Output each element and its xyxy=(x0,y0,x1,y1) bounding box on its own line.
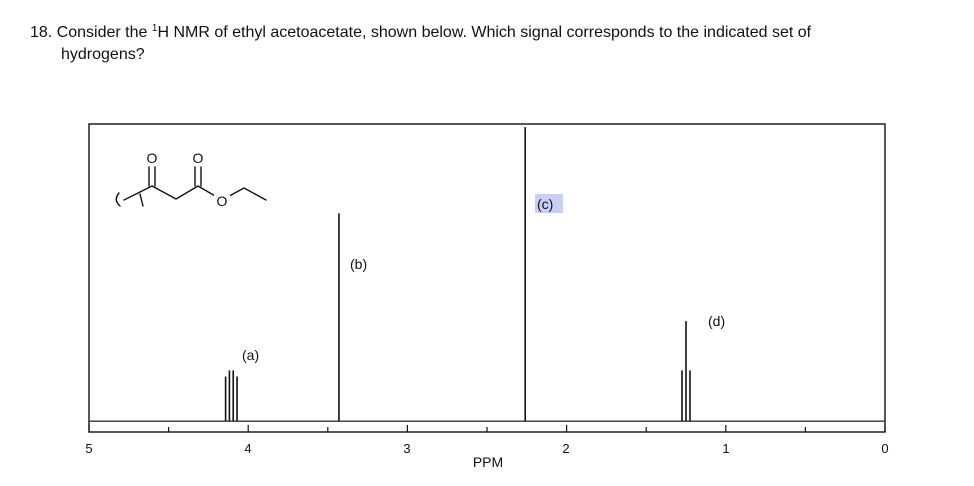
question-line-2: hydrogens? xyxy=(61,46,145,63)
superscript-one: 1 xyxy=(151,23,158,34)
ester-carbonyl-oxygen: O xyxy=(193,150,204,166)
tick-label-4: 4 xyxy=(244,441,251,456)
carbon-chain xyxy=(123,185,267,201)
ethyl-acetoacetate-structure xyxy=(115,166,267,207)
tick-label-2: 2 xyxy=(562,441,569,456)
signal-label-b: (b) xyxy=(350,256,367,272)
ketone-oxygen: O xyxy=(147,150,158,166)
ester-oxygen-mask xyxy=(214,193,230,208)
ester-oxygen: O xyxy=(217,193,228,209)
plot-frame xyxy=(88,123,886,433)
spectrum-trace xyxy=(89,127,885,422)
indicated-hydrogen-bracket xyxy=(115,192,121,207)
tick-label-0: 0 xyxy=(881,441,888,456)
tick-label-3: 3 xyxy=(403,441,410,456)
question-text-end: H NMR of ethyl acetoacetate, shown below… xyxy=(157,24,812,41)
question-text: 18. Consider the 1H NMR of ethyl acetoac… xyxy=(30,22,950,66)
x-axis-ticks xyxy=(88,425,886,432)
signal-label-a: (a) xyxy=(242,347,259,363)
question-number: 18. xyxy=(30,24,53,41)
tick-label-1: 1 xyxy=(722,441,729,456)
signal-label-d: (d) xyxy=(708,313,725,329)
signal-label-c: (c) xyxy=(537,196,553,212)
x-axis-tick-labels: 5 4 3 2 1 0 xyxy=(85,441,888,456)
question-text-start: Consider the xyxy=(56,24,152,41)
x-axis-label: PPM xyxy=(473,454,503,470)
question-line-1: 18. Consider the 1H NMR of ethyl acetoac… xyxy=(30,22,950,44)
highlight-box-c xyxy=(535,194,563,213)
indicated-methyl-marker xyxy=(139,193,144,207)
tick-label-5: 5 xyxy=(85,441,92,456)
